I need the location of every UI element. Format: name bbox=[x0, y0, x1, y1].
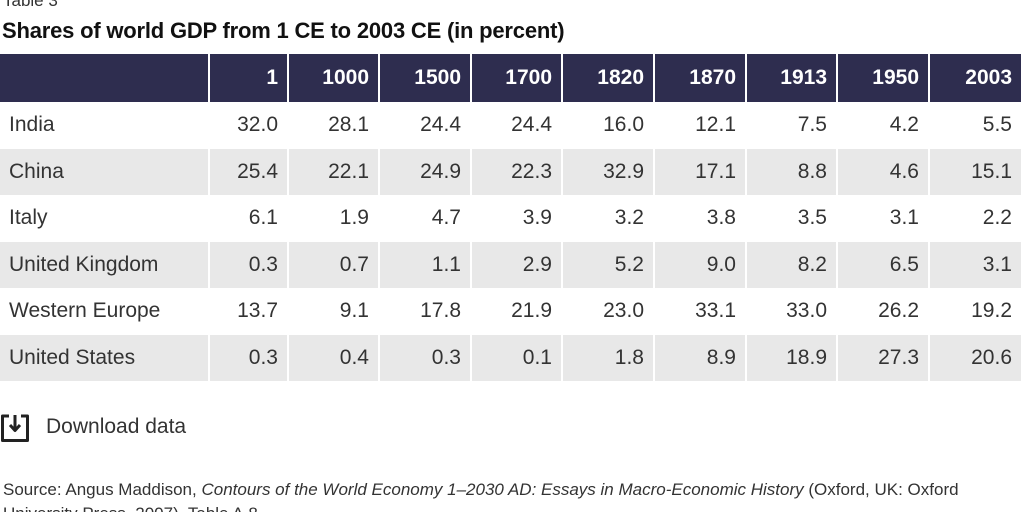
table-cell: 25.4 bbox=[208, 148, 288, 195]
row-label: United States bbox=[9, 345, 136, 369]
table-cell: 24.4 bbox=[378, 102, 471, 149]
source-citation: Source: Angus Maddison, Contours of the … bbox=[3, 478, 1018, 512]
table-cell: 13.7 bbox=[208, 288, 288, 335]
source-prefix: Source: Angus Maddison, bbox=[3, 480, 202, 499]
table-row: Italy 6.1 1.9 4.7 3.9 3.2 3.8 3.5 3.1 2.2 bbox=[0, 195, 1021, 242]
table-row: China 25.4 22.1 24.9 22.3 32.9 17.1 8.8 4.6 15.1 bbox=[0, 148, 1021, 195]
table-cell: 0.3 bbox=[378, 334, 471, 381]
table-cell: 8.2 bbox=[745, 241, 837, 288]
table-cell: 0.1 bbox=[470, 334, 562, 381]
table-cell: 27.3 bbox=[836, 334, 929, 381]
table-cell: 2.9 bbox=[470, 241, 562, 288]
row-label: United Kingdom bbox=[9, 252, 159, 276]
table-cell: 1.8 bbox=[561, 334, 654, 381]
table-cell: 9.1 bbox=[287, 288, 379, 335]
table-header: 1 1000 1500 1700 1820 1870 1913 1950 2003 bbox=[0, 54, 1021, 102]
table-cell: 16.0 bbox=[561, 102, 654, 149]
table-cell: 3.1 bbox=[836, 195, 929, 242]
table-cell: 4.6 bbox=[836, 148, 929, 195]
table-cell: 33.1 bbox=[653, 288, 746, 335]
table-cell: 8.9 bbox=[653, 334, 746, 381]
table-body: India 32.0 28.1 24.4 24.4 16.0 12.1 7.5 4.2 5.5 Ch… bbox=[0, 102, 1021, 381]
table-cell: 24.9 bbox=[378, 148, 471, 195]
table-row: United States 0.3 0.4 0.3 0.1 1.8 8.9 18.9 27.3 2… bbox=[0, 334, 1021, 381]
table-cell: 3.2 bbox=[561, 195, 654, 242]
table-label: Table 3 bbox=[3, 0, 58, 10]
table-cell: 18.9 bbox=[745, 334, 837, 381]
table-cell: 0.3 bbox=[208, 334, 288, 381]
download-data-button[interactable]: Download data bbox=[0, 410, 186, 444]
table-cell: 22.1 bbox=[287, 148, 379, 195]
table-cell: 17.8 bbox=[378, 288, 471, 335]
header-cell-year: 1700 bbox=[470, 54, 562, 102]
table-cell: 1.1 bbox=[378, 241, 471, 288]
table-cell: 3.8 bbox=[653, 195, 746, 242]
header-cell-year: 1820 bbox=[561, 54, 654, 102]
download-icon bbox=[0, 411, 30, 443]
table-cell: 0.7 bbox=[287, 241, 379, 288]
table-cell: 32.9 bbox=[561, 148, 654, 195]
table-cell: 3.1 bbox=[928, 241, 1021, 288]
table-cell: 4.7 bbox=[378, 195, 471, 242]
row-label: Western Europe bbox=[9, 299, 161, 323]
table-title: Shares of world GDP from 1 CE to 2003 CE… bbox=[2, 18, 565, 43]
table-cell: 24.4 bbox=[470, 102, 562, 149]
table-row: Western Europe 13.7 9.1 17.8 21.9 23.0 33.1 33.… bbox=[0, 288, 1021, 335]
table-cell: 3.5 bbox=[745, 195, 837, 242]
table-cell: 23.0 bbox=[561, 288, 654, 335]
table-cell: 9.0 bbox=[653, 241, 746, 288]
table-cell: 20.6 bbox=[928, 334, 1021, 381]
header-cell-year: 2003 bbox=[928, 54, 1021, 102]
table-cell: 0.4 bbox=[287, 334, 379, 381]
table-cell: 1.9 bbox=[287, 195, 379, 242]
table-cell: 6.5 bbox=[836, 241, 929, 288]
table-cell: 15.1 bbox=[928, 148, 1021, 195]
table-cell: 7.5 bbox=[745, 102, 837, 149]
table-row: India 32.0 28.1 24.4 24.4 16.0 12.1 7.5 4.2 5.5 bbox=[0, 102, 1021, 149]
download-data-label: Download data bbox=[46, 415, 187, 438]
gdp-share-table: 1 1000 1500 1700 1820 1870 1913 1950 2003 India 3… bbox=[0, 54, 1021, 381]
table-cell: 4.2 bbox=[836, 102, 929, 149]
row-label: India bbox=[9, 113, 55, 137]
header-cell-year: 1870 bbox=[653, 54, 746, 102]
header-cell-year: 1913 bbox=[745, 54, 837, 102]
header-cell-blank bbox=[0, 54, 209, 102]
table-cell: 8.8 bbox=[745, 148, 837, 195]
header-row: 1 1000 1500 1700 1820 1870 1913 1950 2003 bbox=[0, 54, 1021, 102]
table-cell: 3.9 bbox=[470, 195, 562, 242]
source-suffix: (Oxford, UK: Oxford University Press, 20… bbox=[3, 480, 959, 512]
table-cell: 28.1 bbox=[287, 102, 379, 149]
table-row: United Kingdom 0.3 0.7 1.1 2.9 5.2 9.0 8.2 6.5 3.… bbox=[0, 241, 1021, 288]
header-cell-year: 1 bbox=[208, 54, 288, 102]
header-cell-year: 1950 bbox=[836, 54, 929, 102]
table-cell: 6.1 bbox=[208, 195, 288, 242]
row-label: Italy bbox=[9, 206, 48, 230]
row-label: China bbox=[9, 159, 64, 183]
table-cell: 2.2 bbox=[928, 195, 1021, 242]
table-cell: 32.0 bbox=[208, 102, 288, 149]
table-cell: 17.1 bbox=[653, 148, 746, 195]
table-cell: 21.9 bbox=[470, 288, 562, 335]
table-cell: 0.3 bbox=[208, 241, 288, 288]
table-cell: 12.1 bbox=[653, 102, 746, 149]
source-book-title: Contours of the World Economy 1–2030 AD:… bbox=[201, 480, 804, 499]
table-cell: 5.5 bbox=[928, 102, 1021, 149]
table-cell: 5.2 bbox=[561, 241, 654, 288]
table-cell: 22.3 bbox=[470, 148, 562, 195]
table-cell: 19.2 bbox=[928, 288, 1021, 335]
table-cell: 33.0 bbox=[745, 288, 837, 335]
header-cell-year: 1500 bbox=[378, 54, 471, 102]
header-cell-year: 1000 bbox=[287, 54, 379, 102]
table-cell: 26.2 bbox=[836, 288, 929, 335]
